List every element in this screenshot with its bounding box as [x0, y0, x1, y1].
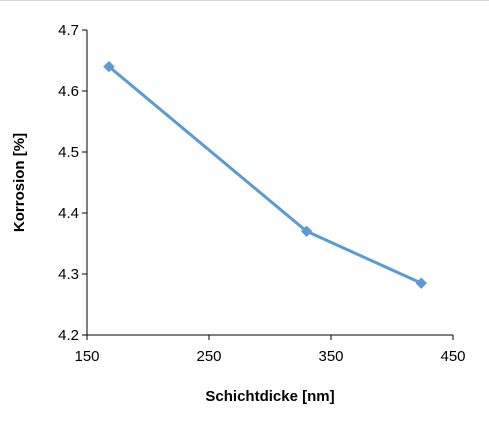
x-tick-label: 350	[318, 348, 343, 365]
x-ticks: 150 250 350 450	[74, 335, 466, 365]
series-layer	[103, 60, 427, 289]
series-line	[107, 65, 423, 285]
y-ticks: 4.2 4.3 4.4 4.5 4.6 4.7	[58, 22, 87, 344]
axes	[86, 30, 453, 336]
data-point-marker	[103, 60, 115, 73]
y-tick-label: 4.2	[58, 327, 79, 344]
y-axis-title: Korrosion [%]	[11, 133, 28, 232]
y-tick-label: 4.3	[58, 266, 79, 283]
x-tick-label: 450	[440, 348, 465, 365]
data-point-marker	[415, 277, 427, 289]
x-axis-title: Schichtdicke [nm]	[205, 388, 334, 405]
data-point-marker	[300, 225, 313, 238]
y-tick-label: 4.5	[58, 144, 79, 161]
y-tick-label: 4.6	[58, 83, 79, 100]
y-tick-label: 4.7	[58, 22, 79, 39]
x-tick-label: 250	[196, 348, 221, 365]
y-tick-label: 4.4	[58, 205, 79, 222]
x-tick-label: 150	[74, 348, 99, 365]
